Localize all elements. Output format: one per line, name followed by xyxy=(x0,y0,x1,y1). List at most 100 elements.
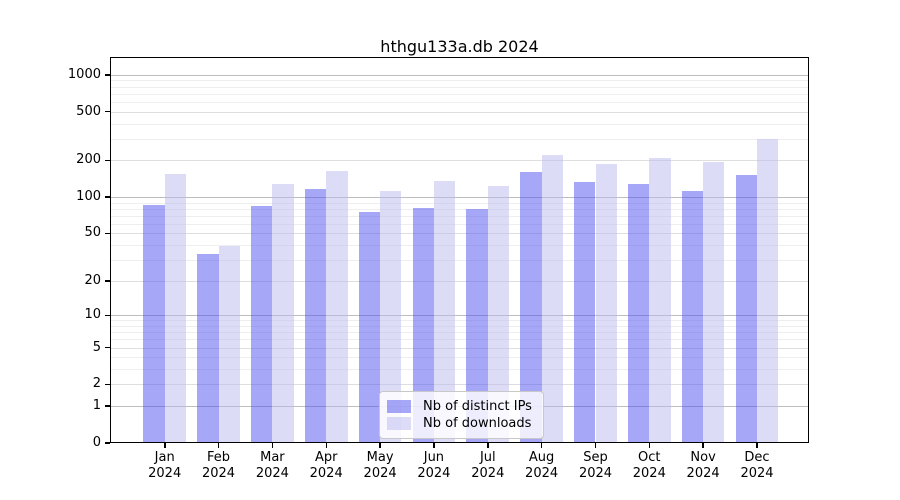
gridline-400 xyxy=(110,123,809,125)
bar-mar-ips xyxy=(251,206,273,443)
x-tick-mark-oct xyxy=(648,443,651,448)
x-tick-year: 2024 xyxy=(471,466,505,481)
gridline-50 xyxy=(110,233,809,235)
x-tick-mark-jul xyxy=(487,443,489,448)
x-tick-label-jun: Jun 2024 xyxy=(406,450,462,482)
x-tick-month: Sep xyxy=(583,450,608,465)
bar-jul-ips xyxy=(466,208,488,443)
y-tick-label-200: 200 xyxy=(76,152,101,168)
x-tick-year: 2024 xyxy=(578,466,613,481)
gridline-9 xyxy=(110,320,809,322)
legend-swatch-downloads xyxy=(387,417,411,430)
x-tick-label-mar: Mar 2024 xyxy=(244,450,300,482)
y-tick-mark-0 xyxy=(105,442,110,444)
x-tick-month: Mar xyxy=(260,450,285,465)
gridline-80 xyxy=(110,208,809,210)
y-tick-label-2: 2 xyxy=(92,376,101,392)
x-tick-label-dec: Dec 2024 xyxy=(729,450,785,482)
y-tick-label-0: 0 xyxy=(92,435,101,450)
y-tick-label-1000: 1000 xyxy=(67,66,101,82)
gridline-7 xyxy=(110,332,809,334)
x-tick-mark-dec xyxy=(756,443,758,448)
y-tick-mark-100 xyxy=(105,196,110,198)
x-tick-month: May xyxy=(366,450,394,465)
y-tick-label-500: 500 xyxy=(76,103,101,119)
x-tick-mark-apr xyxy=(325,443,327,448)
x-tick-year: 2024 xyxy=(525,466,559,481)
y-tick-mark-200 xyxy=(105,159,110,162)
x-tick-mark-mar xyxy=(271,443,274,448)
bar-jul-downloads xyxy=(487,185,510,443)
bar-dec-ips xyxy=(735,174,757,443)
bar-may-downloads xyxy=(380,191,402,443)
bar-mar-downloads xyxy=(272,183,294,443)
y-tick-mark-500 xyxy=(105,110,110,113)
gridline-10 xyxy=(110,315,809,317)
bar-feb-ips xyxy=(197,253,219,443)
bar-jun-downloads xyxy=(433,180,456,443)
y-tick-label-100: 100 xyxy=(76,189,101,204)
chart-title: hthgu133a.db 2024 xyxy=(380,37,539,56)
gridline-100 xyxy=(110,197,809,198)
bar-apr-ips xyxy=(304,189,327,443)
bar-sep-downloads xyxy=(595,164,617,443)
gridline-300 xyxy=(110,138,809,140)
y-tick-label-20: 20 xyxy=(84,272,101,288)
gridline-4 xyxy=(110,357,809,359)
gridline-600 xyxy=(110,101,809,103)
bar-aug-ips xyxy=(520,172,542,443)
bar-jan-ips xyxy=(143,204,165,443)
x-tick-month: Jul xyxy=(479,450,496,465)
x-tick-year: 2024 xyxy=(309,466,343,481)
bar-sep-ips xyxy=(574,181,596,443)
x-tick-year: 2024 xyxy=(740,466,774,481)
x-tick-year: 2024 xyxy=(632,466,666,481)
gridline-40 xyxy=(110,245,809,246)
gridline-60 xyxy=(110,223,809,225)
bar-nov-ips xyxy=(681,190,704,443)
gridline-20 xyxy=(110,280,809,282)
y-tick-label-10: 10 xyxy=(84,307,101,323)
x-tick-year: 2024 xyxy=(363,466,397,481)
x-tick-month: Aug xyxy=(528,450,555,465)
legend-label-downloads: Nb of downloads xyxy=(423,416,532,431)
y-tick-label-1: 1 xyxy=(92,398,101,413)
gridline-3 xyxy=(110,369,809,371)
x-tick-label-may: May 2024 xyxy=(352,450,408,482)
gridline-200 xyxy=(110,160,809,162)
y-tick-mark-10 xyxy=(105,314,110,316)
gridline-6 xyxy=(110,339,809,341)
x-tick-label-aug: Aug 2024 xyxy=(514,450,570,482)
x-tick-month: Apr xyxy=(314,450,338,465)
y-tick-mark-20 xyxy=(105,280,110,282)
x-tick-year: 2024 xyxy=(686,466,720,481)
y-tick-mark-50 xyxy=(105,232,110,235)
bar-jun-ips xyxy=(412,208,434,443)
x-tick-label-sep: Sep 2024 xyxy=(568,450,624,482)
x-tick-year: 2024 xyxy=(255,466,289,481)
y-tick-mark-5 xyxy=(105,346,110,349)
x-tick-month: Jun xyxy=(423,450,445,465)
bar-jan-downloads xyxy=(164,173,186,443)
gridline-8 xyxy=(110,325,809,327)
x-tick-month: Dec xyxy=(744,450,770,465)
x-tick-mark-jan xyxy=(164,443,166,448)
x-tick-label-jan: Jan 2024 xyxy=(137,450,193,482)
bar-oct-ips xyxy=(628,183,650,443)
bar-may-ips xyxy=(358,212,381,443)
bar-apr-downloads xyxy=(326,170,348,443)
x-tick-year: 2024 xyxy=(148,466,182,481)
x-tick-year: 2024 xyxy=(417,466,451,481)
gridline-700 xyxy=(110,93,809,95)
gridline-2 xyxy=(110,384,809,386)
bar-dec-downloads xyxy=(757,139,779,443)
x-tick-year: 2024 xyxy=(201,466,236,481)
x-tick-month: Feb xyxy=(206,450,231,465)
x-tick-mark-nov xyxy=(702,443,704,448)
x-tick-label-apr: Apr 2024 xyxy=(298,450,354,482)
x-tick-label-jul: Jul 2024 xyxy=(460,450,516,482)
gridline-500 xyxy=(110,111,809,113)
x-tick-label-feb: Feb 2024 xyxy=(191,450,247,482)
x-tick-month: Jan xyxy=(154,450,175,465)
bar-aug-downloads xyxy=(541,154,563,443)
